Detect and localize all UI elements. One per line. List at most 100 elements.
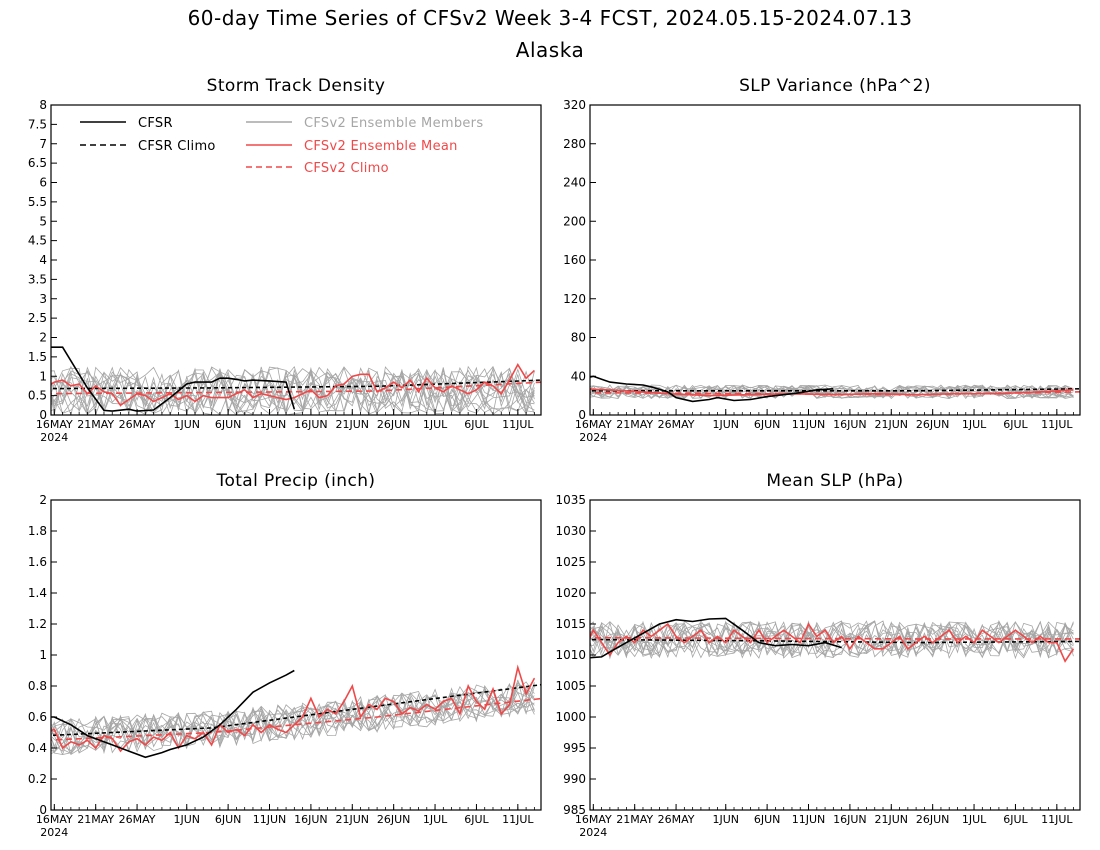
- chart-panel-meanslp: Mean SLP (hPa) 985 990 995 1000 1005 1010 1015 1…: [555, 471, 1081, 839]
- x-tick-label: 16JUN: [833, 418, 867, 431]
- x-tick-year: 2024: [40, 826, 68, 839]
- x-tick-year: 2024: [579, 431, 607, 444]
- ensemble-member-line: [590, 384, 1074, 400]
- plot-area: [51, 664, 541, 759]
- y-axis: 0 0.5 1 1.5 2 2.5 3 3.5 4 4.5 5 5.5 6 6.5 7 7.5 8: [28, 98, 57, 422]
- x-tick-label: 1JUN: [712, 813, 739, 826]
- y-tick-label: 0.5: [28, 389, 47, 403]
- ensemble-member-line: [590, 620, 1074, 660]
- ensemble-member-line: [51, 365, 535, 415]
- x-tick-label: 1JUN: [712, 418, 739, 431]
- x-tick-label: 11JUL: [502, 418, 534, 431]
- x-tick-label: 6JUL: [464, 813, 489, 826]
- ensemble-mean-line: [590, 622, 1075, 663]
- ensemble-member-line: [590, 620, 1074, 659]
- plot-frame: [589, 104, 1081, 416]
- ensemble-members: [590, 384, 1074, 400]
- y-tick-label: 1.6: [28, 555, 47, 569]
- x-tick-label: 11JUN: [253, 813, 287, 826]
- y-tick-label: 1.8: [28, 524, 47, 538]
- x-tick-label: 21JUN: [336, 418, 370, 431]
- x-tick-label: 6JUN: [215, 418, 242, 431]
- x-tick-label: 1JUN: [173, 418, 200, 431]
- x-tick-label: 26JUN: [377, 813, 411, 826]
- cfsr-climo-line: [590, 388, 1080, 392]
- panel-title: Total Precip (inch): [216, 471, 376, 491]
- figure-subtitle: Alaska: [516, 38, 584, 62]
- ensemble-member-line: [590, 620, 1074, 659]
- ensemble-member-line: [51, 367, 535, 415]
- y-tick-label: 1.5: [28, 350, 47, 364]
- y-tick-label: 0.6: [28, 710, 47, 724]
- ensemble-member-line: [51, 684, 535, 748]
- x-tick-label: 16MAY: [36, 813, 73, 826]
- x-tick-label: 16JUN: [833, 813, 867, 826]
- cfsv2-climo-line: [51, 381, 541, 395]
- y-tick-label: 7: [39, 137, 47, 151]
- x-tick-label: 26MAY: [658, 418, 695, 431]
- y-tick-label: 40: [571, 369, 586, 383]
- ensemble-member-line: [51, 679, 535, 753]
- x-tick-label: 11JUN: [253, 418, 287, 431]
- y-tick-label: 4.5: [28, 234, 47, 248]
- y-tick-label: 0: [578, 408, 586, 422]
- cfsr-line: [51, 346, 296, 412]
- y-tick-label: 0.2: [28, 772, 47, 786]
- y-tick-label: 160: [563, 253, 586, 267]
- legend-label-members: CFSv2 Ensemble Members: [304, 116, 483, 131]
- ensemble-member-line: [590, 621, 1074, 658]
- x-tick-label: 21JUN: [875, 418, 909, 431]
- x-tick-label: 26JUN: [377, 418, 411, 431]
- x-tick-label: 11JUN: [792, 418, 826, 431]
- y-tick-label: 2: [39, 331, 47, 345]
- x-tick-label: 11JUN: [792, 813, 826, 826]
- y-tick-label: 1010: [555, 648, 586, 662]
- x-tick-label: 11JUL: [1041, 418, 1073, 431]
- x-tick-label: 21MAY: [616, 418, 653, 431]
- x-tick-year: 2024: [579, 826, 607, 839]
- x-tick-year: 2024: [40, 431, 68, 444]
- cfsv2-climo-line: [51, 697, 541, 741]
- panel-title: SLP Variance (hPa^2): [739, 76, 931, 96]
- ensemble-member-line: [590, 621, 1074, 659]
- x-tick-label: 6JUL: [1003, 418, 1028, 431]
- x-tick-label: 21MAY: [77, 813, 114, 826]
- y-tick-label: 985: [563, 803, 586, 817]
- plot-frame: [589, 499, 1081, 811]
- legend-label-cfsr-climo: CFSR Climo: [138, 139, 216, 154]
- x-tick-label: 21JUN: [336, 813, 370, 826]
- x-tick-label: 26MAY: [658, 813, 695, 826]
- y-axis: 0 0.2 0.4 0.6 0.8 1 1.2 1.4 1.6 1.8 2: [28, 493, 57, 817]
- y-tick-label: 1015: [555, 617, 586, 631]
- ensemble-member-line: [51, 366, 535, 415]
- y-tick-label: 1035: [555, 493, 586, 507]
- x-tick-label: 16MAY: [36, 418, 73, 431]
- y-tick-label: 1025: [555, 555, 586, 569]
- y-tick-label: 5: [39, 214, 47, 228]
- x-tick-label: 21MAY: [77, 418, 114, 431]
- ensemble-mean-line: [590, 388, 1074, 397]
- y-axis: 985 990 995 1000 1005 1010 1015 1020 1025 1030 103…: [555, 493, 596, 817]
- y-tick-label: 7.5: [28, 117, 47, 131]
- y-tick-label: 240: [563, 176, 586, 190]
- y-tick-label: 0: [39, 803, 47, 817]
- plot-area: [590, 617, 1080, 663]
- ensemble-member-line: [51, 684, 535, 754]
- x-tick-label: 11JUL: [1041, 813, 1073, 826]
- ensemble-mean-line: [51, 664, 536, 753]
- x-tick-label: 26MAY: [119, 418, 156, 431]
- y-tick-label: 995: [563, 741, 586, 755]
- x-tick-label: 21MAY: [616, 813, 653, 826]
- y-tick-label: 4: [39, 253, 47, 267]
- y-tick-label: 1005: [555, 679, 586, 693]
- cfsr-climo-line: [51, 683, 541, 737]
- x-tick-label: 6JUL: [1003, 813, 1028, 826]
- ensemble-member-line: [51, 366, 535, 415]
- y-tick-label: 2: [39, 493, 47, 507]
- x-tick-label: 16JUN: [294, 418, 328, 431]
- x-tick-label: 26JUN: [916, 813, 950, 826]
- x-tick-label: 11JUL: [502, 813, 534, 826]
